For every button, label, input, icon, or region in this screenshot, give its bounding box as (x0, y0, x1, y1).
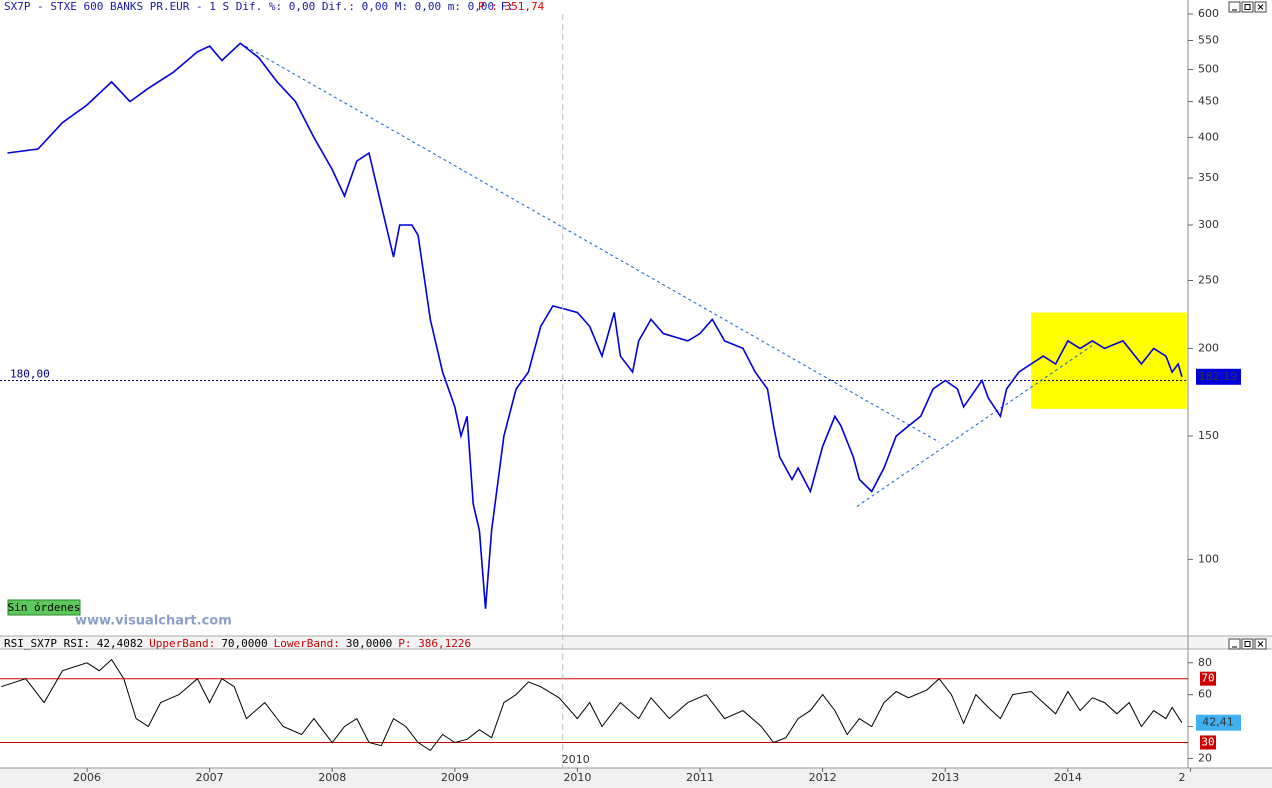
window-buttons[interactable] (1228, 1, 1267, 13)
y-tick-label: 350 (1198, 171, 1219, 184)
time-axis-strip (0, 768, 1272, 788)
y-tick-label: 300 (1198, 218, 1219, 231)
icon (1257, 4, 1264, 10)
x-tick-label: 2008 (318, 771, 346, 784)
x-tick-label: 2014 (1054, 771, 1082, 784)
band-label-box (1200, 671, 1216, 686)
series-line (1, 658, 1183, 752)
icon (1244, 641, 1251, 647)
y-tick-label: 600 (1198, 7, 1219, 20)
y-tick-label: 20 (1198, 751, 1212, 764)
price-pane: 180,00 (0, 42, 1188, 609)
chart-title-price: P : 351,74 (478, 0, 545, 13)
minimize-button[interactable] (1228, 1, 1241, 13)
y-tick-label: 150 (1198, 429, 1219, 442)
icon (1257, 641, 1264, 647)
x-tick-label: 2 (1179, 771, 1186, 784)
x-tick-label: 2013 (931, 771, 959, 784)
series-line (7, 42, 1183, 609)
y-tick-label: 200 (1198, 341, 1219, 354)
y-tick-label: 60 (1198, 688, 1212, 701)
y-tick-label: 80 (1198, 656, 1212, 669)
y-tick-label: 550 (1198, 33, 1219, 46)
axes: 100 150 200 250 300 350 400 450 500 550 600 182,19 2… (73, 7, 1241, 784)
maximize-button[interactable] (1241, 638, 1254, 650)
x-tick-label: 2007 (196, 771, 224, 784)
last-value-label: 182,19 (1199, 370, 1238, 383)
x-tick-label: 2012 (809, 771, 837, 784)
x-tick-label: 2010 (563, 771, 591, 784)
maximize-button[interactable] (1241, 1, 1254, 13)
chart-title: SX7P - STXE 600 BANKS PR.EUR - 1 S Dif. … (4, 0, 514, 13)
band-label: 30 (1201, 735, 1214, 748)
highlight-box (1031, 312, 1187, 409)
last-value-label: 42,41 (1202, 716, 1234, 729)
y-tick-label: 500 (1198, 62, 1219, 75)
trend-line (240, 42, 940, 443)
y-tick-label: 250 (1198, 273, 1219, 286)
rsi-pane (0, 658, 1188, 752)
title-part: UpperBand: (149, 637, 215, 650)
x-tick-label: 2011 (686, 771, 714, 784)
x-tick-label: 2006 (73, 771, 101, 784)
pane-separator (0, 636, 1272, 649)
y-tick-label: 400 (1198, 130, 1219, 143)
icon (1244, 4, 1251, 10)
watermark: www.visualchart.com (75, 614, 232, 629)
band-label-box (1200, 735, 1216, 750)
window-buttons[interactable] (1228, 638, 1267, 650)
rsi-title: RSI_SX7P RSI: 42,4082 UpperBand: 70,0000 Lo… (4, 637, 471, 650)
title-part: P: 386,1226 (398, 637, 471, 650)
orders-button-label[interactable]: Sin órdenes (8, 601, 81, 614)
last-value-box (1196, 368, 1241, 385)
minimize-button[interactable] (1228, 638, 1241, 650)
reference-line-label: 180,00 (10, 367, 50, 380)
last-value-box (1196, 714, 1241, 731)
title-part: RSI_SX7P RSI: 42,4082 (4, 637, 143, 650)
crosshair-label: 2010 (562, 753, 590, 766)
title-part: 70,0000 (221, 637, 267, 650)
y-tick-label: 450 (1198, 95, 1219, 108)
title-part: 30,0000 (346, 637, 392, 650)
title-part: LowerBand: (274, 637, 340, 650)
band-label: 70 (1201, 672, 1214, 685)
y-tick-label: 100 (1198, 552, 1219, 565)
x-tick-label: 2009 (441, 771, 469, 784)
orders-button[interactable] (7, 599, 81, 616)
